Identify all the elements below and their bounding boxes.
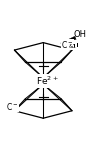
Text: C$^-$: C$^-$: [61, 39, 73, 50]
Text: &1: &1: [69, 44, 77, 49]
Text: C$^-$: C$^-$: [6, 101, 19, 112]
Polygon shape: [60, 36, 76, 43]
Text: OH: OH: [73, 30, 86, 39]
Text: Fe$^{2+}$: Fe$^{2+}$: [36, 75, 59, 87]
